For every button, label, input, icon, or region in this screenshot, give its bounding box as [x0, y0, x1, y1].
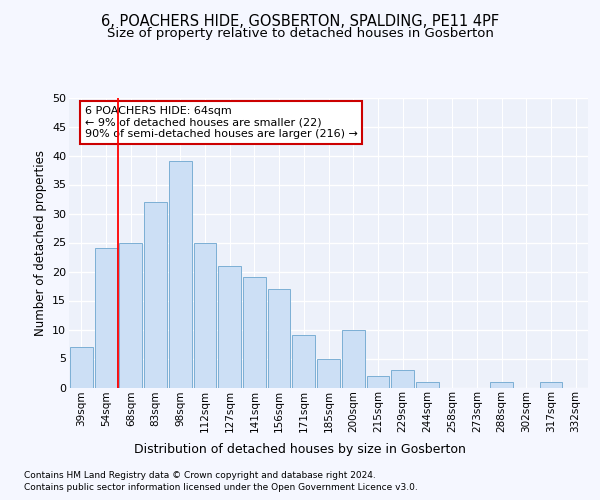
Bar — [391, 370, 414, 388]
Bar — [268, 289, 290, 388]
Bar — [292, 336, 315, 388]
Bar — [416, 382, 439, 388]
Bar — [317, 358, 340, 388]
Bar — [169, 162, 191, 388]
Bar — [490, 382, 513, 388]
Text: Size of property relative to detached houses in Gosberton: Size of property relative to detached ho… — [107, 28, 493, 40]
Bar — [95, 248, 118, 388]
Y-axis label: Number of detached properties: Number of detached properties — [34, 150, 47, 336]
Bar — [144, 202, 167, 388]
Bar — [70, 347, 93, 388]
Text: 6 POACHERS HIDE: 64sqm
← 9% of detached houses are smaller (22)
90% of semi-deta: 6 POACHERS HIDE: 64sqm ← 9% of detached … — [85, 106, 358, 140]
Bar — [194, 242, 216, 388]
Text: Distribution of detached houses by size in Gosberton: Distribution of detached houses by size … — [134, 442, 466, 456]
Bar — [539, 382, 562, 388]
Text: Contains public sector information licensed under the Open Government Licence v3: Contains public sector information licen… — [24, 484, 418, 492]
Text: Contains HM Land Registry data © Crown copyright and database right 2024.: Contains HM Land Registry data © Crown c… — [24, 471, 376, 480]
Bar — [367, 376, 389, 388]
Bar — [243, 278, 266, 388]
Bar — [342, 330, 365, 388]
Text: 6, POACHERS HIDE, GOSBERTON, SPALDING, PE11 4PF: 6, POACHERS HIDE, GOSBERTON, SPALDING, P… — [101, 14, 499, 29]
Bar — [119, 242, 142, 388]
Bar — [218, 266, 241, 388]
